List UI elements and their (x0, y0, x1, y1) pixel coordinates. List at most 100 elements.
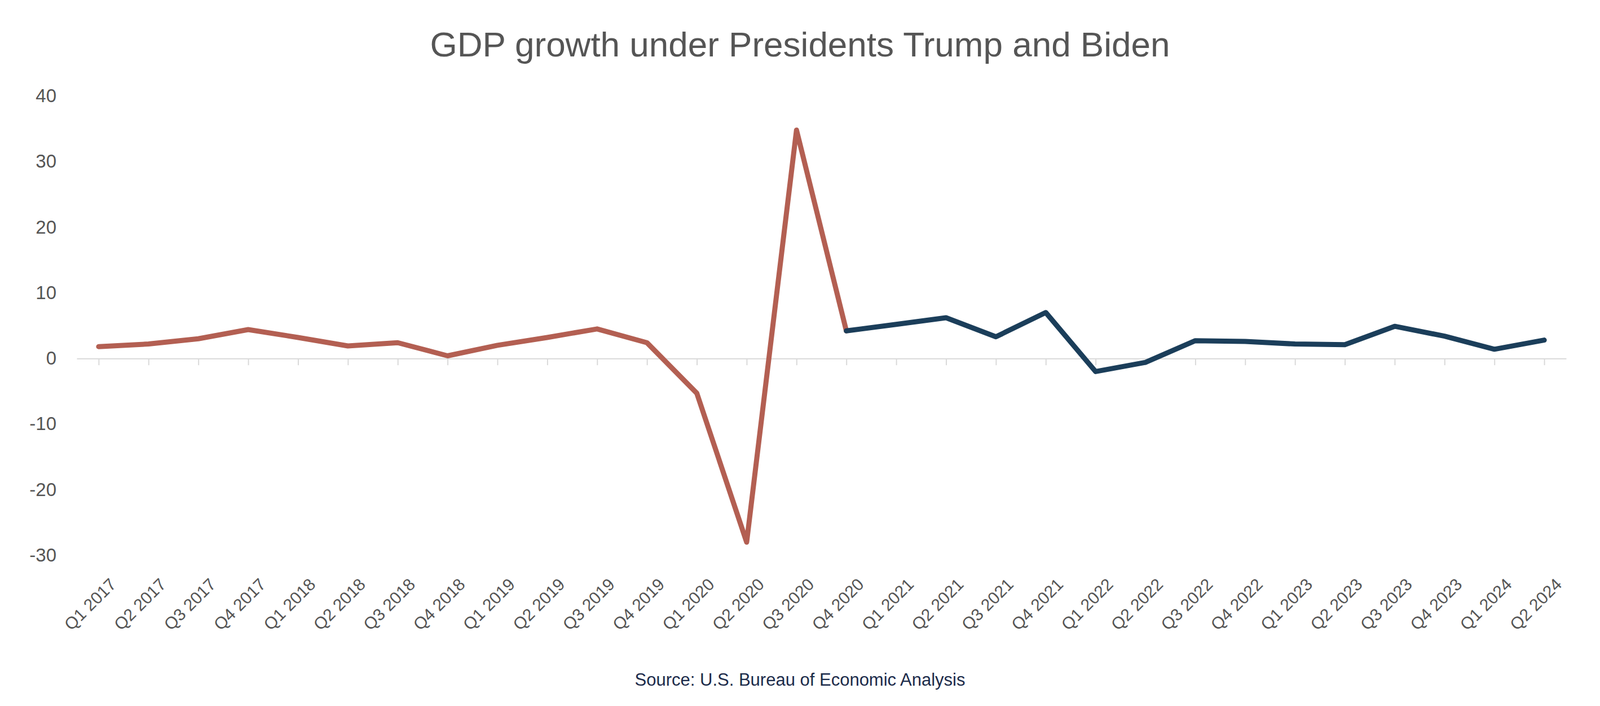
x-tick (1544, 358, 1545, 365)
x-tick-label: Q2 2020 (708, 574, 768, 634)
x-tick (497, 358, 498, 365)
x-tick-mark (1444, 358, 1446, 365)
x-tick-label: Q3 2020 (758, 574, 818, 634)
x-tick-mark (1544, 358, 1546, 365)
y-tick-label: -20 (29, 478, 57, 500)
x-tick (746, 358, 748, 365)
x-tick-label: Q3 2019 (558, 574, 619, 634)
x-tick (1195, 358, 1196, 365)
x-tick-mark (297, 358, 299, 365)
x-tick-label: Q1 2020 (658, 574, 718, 634)
x-tick-mark (1244, 358, 1246, 365)
x-tick: Q1 2024 (1456, 574, 1516, 634)
x-tick-label: Q1 2017 (60, 574, 120, 634)
x-tick-label: Q4 2021 (1007, 574, 1068, 634)
x-tick (248, 358, 249, 365)
x-tick-label: Q2 2017 (110, 574, 170, 634)
x-tick (796, 358, 797, 365)
x-tick-label: Q2 2018 (309, 574, 369, 634)
x-tick (447, 358, 449, 365)
x-tick-mark (845, 358, 848, 365)
x-tick: Q1 2017 (60, 574, 120, 634)
y-tick: 30 (35, 150, 57, 172)
x-tick-mark (197, 358, 200, 365)
source: Source: U.S. Bureau of Economic Analysis (635, 669, 966, 690)
x-tick: Q3 2019 (558, 574, 619, 634)
x-tick: Q2 2019 (509, 574, 569, 634)
x-tick: Q2 2018 (309, 574, 369, 634)
x-tick-mark (397, 358, 399, 365)
x-tick (1494, 358, 1496, 365)
x-tick-label: Q2 2021 (908, 574, 968, 634)
y-tick: -30 (29, 544, 57, 566)
x-tick-mark (1394, 358, 1396, 365)
x-tick-label: Q1 2024 (1456, 574, 1516, 634)
x-tick (945, 358, 947, 365)
x-tick: Q3 2020 (758, 574, 818, 634)
x-tick: Q1 2020 (658, 574, 718, 634)
y-tick-label: 30 (35, 150, 57, 172)
x-tick: Q2 2020 (708, 574, 768, 634)
x-tick-label: Q4 2017 (210, 574, 270, 634)
x-tick-mark (98, 358, 100, 365)
x-tick: Q2 2023 (1306, 574, 1366, 634)
x-tick (297, 358, 299, 365)
x-tick-mark (1344, 358, 1346, 365)
x-tick: Q4 2019 (609, 574, 669, 634)
x-tick-mark (1294, 358, 1297, 365)
chart: GDP growth under Presidents Trump and Bi… (0, 0, 1600, 706)
x-tick (1045, 358, 1047, 365)
x-tick-mark (596, 358, 598, 365)
x-tick: Q2 2017 (110, 574, 170, 634)
y-tick: 40 (35, 85, 57, 107)
x-tick: Q1 2019 (459, 574, 519, 634)
x-tick-label: Q4 2020 (808, 574, 868, 634)
x-tick (597, 358, 598, 365)
x-tick (1294, 358, 1296, 365)
x-axis-line (77, 358, 1567, 365)
x-tick-mark (796, 358, 798, 365)
x-tick: Q2 2022 (1107, 574, 1167, 634)
x-tick (896, 358, 897, 365)
x-tick (1394, 358, 1396, 365)
x-tick (1345, 358, 1346, 365)
x-tick (995, 358, 997, 365)
x-tick-mark (447, 358, 449, 365)
x-tick-mark (1095, 358, 1097, 365)
x-tick-mark (248, 358, 250, 365)
y-tick: -10 (29, 412, 57, 434)
x-tick (397, 358, 399, 365)
x-tick-label: Q3 2022 (1157, 574, 1217, 634)
x-tick: Q4 2020 (808, 574, 868, 634)
x-tick: Q4 2021 (1007, 574, 1068, 634)
plot-area (98, 129, 1545, 542)
x-tick (198, 358, 200, 365)
x-tick (846, 358, 848, 365)
x-tick: Q4 2022 (1206, 574, 1267, 634)
x-tick: Q1 2018 (259, 574, 320, 634)
y-tick: 10 (35, 281, 57, 303)
x-tick (98, 358, 100, 365)
x-tick-label: Q3 2021 (957, 574, 1017, 634)
x-tick: Q1 2022 (1057, 574, 1117, 634)
x-tick-mark (1195, 358, 1197, 365)
x-tick-mark (896, 358, 898, 365)
y-tick-label: 0 (46, 347, 57, 369)
x-tick (646, 358, 648, 365)
x-tick-label: Q3 2023 (1356, 574, 1416, 634)
x-tick: Q2 2024 (1506, 574, 1566, 634)
x-axis-labels: Q1 2017Q2 2017Q3 2017Q4 2017Q1 2018Q2 20… (60, 574, 1566, 634)
x-tick-mark (148, 358, 150, 365)
x-tick-label: Q4 2018 (409, 574, 469, 634)
x-tick-mark (496, 358, 498, 365)
x-tick: Q2 2021 (908, 574, 968, 634)
x-tick-mark (746, 358, 748, 365)
x-tick-mark (347, 358, 349, 365)
x-tick (697, 358, 698, 365)
x-tick: Q4 2017 (210, 574, 270, 634)
x-tick-label: Q2 2024 (1506, 574, 1566, 634)
x-tick: Q1 2021 (858, 574, 918, 634)
x-tick: Q4 2023 (1406, 574, 1466, 634)
x-tick-label: Q1 2021 (858, 574, 918, 634)
x-tick: Q3 2023 (1356, 574, 1416, 634)
